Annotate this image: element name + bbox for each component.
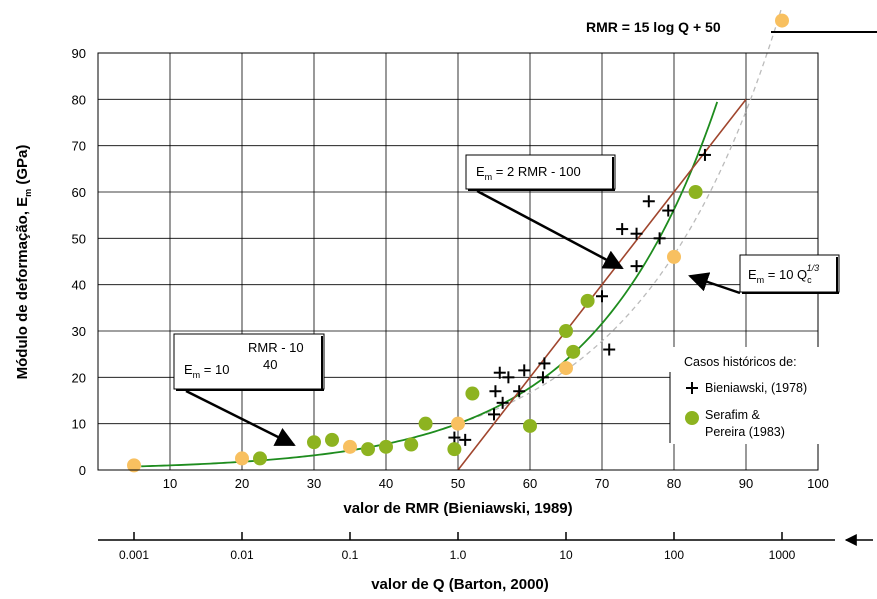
exp-formula-lhs: Em = 10: [184, 362, 229, 380]
x-axis-title: valor de RMR (Bieniawski, 1989): [343, 500, 572, 517]
orange-circle-point: [667, 249, 681, 264]
orange-circle-point: [775, 13, 789, 28]
x-tick-label: 80: [667, 476, 681, 491]
cross-point: [616, 223, 629, 236]
y-tick-label: 70: [72, 139, 86, 154]
q-formula-box: Em = 10 Qc1/3: [739, 254, 840, 294]
q-tick-label: 1000: [769, 548, 796, 562]
cross-point: [536, 371, 549, 384]
green-circle-point: [447, 442, 462, 457]
y-axis-title: Módulo de deformação, Em (GPa): [14, 145, 33, 380]
legend-item-serafim-line1: Serafim &: [705, 408, 761, 422]
cross-point: [518, 364, 531, 377]
exp-formula-num: RMR - 10: [248, 340, 304, 355]
q-tick-label: 10: [559, 548, 573, 562]
cross-point: [662, 204, 675, 217]
orange-circle-point: [559, 361, 573, 376]
cross-point: [653, 232, 666, 245]
cross-point: [496, 396, 509, 409]
green-circle-point: [361, 442, 375, 457]
x-tick-label: 10: [163, 476, 177, 491]
x-tick-label: 100: [807, 476, 829, 491]
green-circle-point: [379, 439, 393, 454]
cross-point: [493, 366, 506, 379]
cross-point: [488, 408, 500, 421]
y-tick-label: 10: [72, 417, 86, 432]
y-tick-label: 0: [79, 463, 86, 478]
orange-circle-point: [343, 439, 357, 454]
exp-formula-arrow: [185, 389, 296, 447]
y-tick-label: 50: [72, 231, 86, 246]
q-tick-label: 0.001: [119, 548, 149, 562]
x-tick-labels: 10 20 30 40 50 60 70 80 90 100: [163, 476, 829, 491]
y-axis-title-unit: (GPa): [14, 145, 31, 189]
green-circle-point: [580, 293, 595, 308]
cross-point: [596, 290, 608, 303]
orange-circle-point: [235, 451, 249, 466]
q-axis-title: valor de Q (Barton, 2000): [371, 576, 549, 593]
cross-point: [630, 227, 643, 240]
cross-point: [459, 433, 472, 446]
q-axis-ticks: 0.001 0.01 0.1 1.0 10 100 1000: [119, 532, 796, 562]
legend-title: Casos históricos de:: [684, 355, 797, 369]
y-tick-label: 80: [72, 92, 86, 107]
green-circle-point: [307, 435, 321, 450]
y-tick-label: 30: [72, 324, 86, 339]
green-circle-point: [418, 416, 433, 431]
curve-linear: [457, 98, 747, 471]
x-tick-label: 20: [235, 476, 249, 491]
green-circle-point: [523, 418, 537, 433]
green-circle-point: [559, 324, 573, 338]
y-tick-label: 90: [72, 46, 86, 61]
green-circle-point: [325, 432, 339, 447]
cross-point: [502, 371, 515, 384]
cross-point: [538, 357, 551, 370]
green-circle-point: [404, 437, 419, 452]
x-tick-label: 90: [739, 476, 753, 491]
y-tick-label: 20: [72, 370, 86, 385]
exp-formula-box: Em = 10 RMR - 10 40: [173, 333, 325, 391]
cross-point: [698, 148, 711, 161]
q-tick-label: 1.0: [450, 548, 467, 562]
x-tick-label: 40: [379, 476, 393, 491]
y-tick-labels: 0 10 20 30 40 50 60 70 80 90: [72, 46, 86, 478]
q-tick-label: 0.1: [342, 548, 359, 562]
y-tick-label: 40: [72, 278, 86, 293]
legend-item-bieniawski: Bieniawski, (1978): [705, 381, 807, 395]
y-axis-title-sub: m: [23, 189, 33, 197]
formula-rmr-q: RMR = 15 log Q + 50: [586, 19, 721, 35]
q-formula-text: Em = 10 Qc1/3: [748, 263, 819, 285]
exp-formula-den: 40: [263, 357, 277, 372]
x-tick-label: 60: [523, 476, 537, 491]
orange-circle-point: [127, 458, 141, 473]
cross-point: [489, 385, 502, 398]
y-axis-title-main: Módulo de deformação, E: [14, 197, 31, 380]
legend-cross-marker: [686, 382, 698, 394]
x-tick-label: 70: [595, 476, 609, 491]
green-circle-point: [566, 344, 581, 359]
q-tick-label: 100: [664, 548, 684, 562]
x-tick-label: 30: [307, 476, 321, 491]
cross-point: [630, 260, 643, 273]
linear-formula-arrow: [476, 189, 624, 270]
data-points: [127, 13, 789, 473]
x-tick-label: 50: [451, 476, 465, 491]
linear-formula-box: Em = 2 RMR - 100: [465, 154, 616, 191]
green-circle-point: [253, 451, 267, 466]
q-formula-arrow: [688, 272, 741, 295]
legend: Casos históricos de: Bieniawski, (1978) …: [669, 347, 850, 444]
cross-point: [603, 343, 616, 356]
green-circle-point: [688, 185, 703, 199]
q-tick-label: 0.01: [230, 548, 254, 562]
y-tick-label: 60: [72, 185, 86, 200]
legend-circle-marker: [685, 411, 699, 425]
linear-formula-text: Em = 2 RMR - 100: [476, 164, 581, 182]
green-circle-point: [465, 386, 480, 401]
cross-point: [642, 195, 655, 208]
cross-point: [513, 385, 526, 398]
orange-circle-point: [451, 416, 465, 431]
legend-item-serafim-line2: Pereira (1983): [705, 425, 785, 439]
cross-point: [448, 431, 461, 444]
